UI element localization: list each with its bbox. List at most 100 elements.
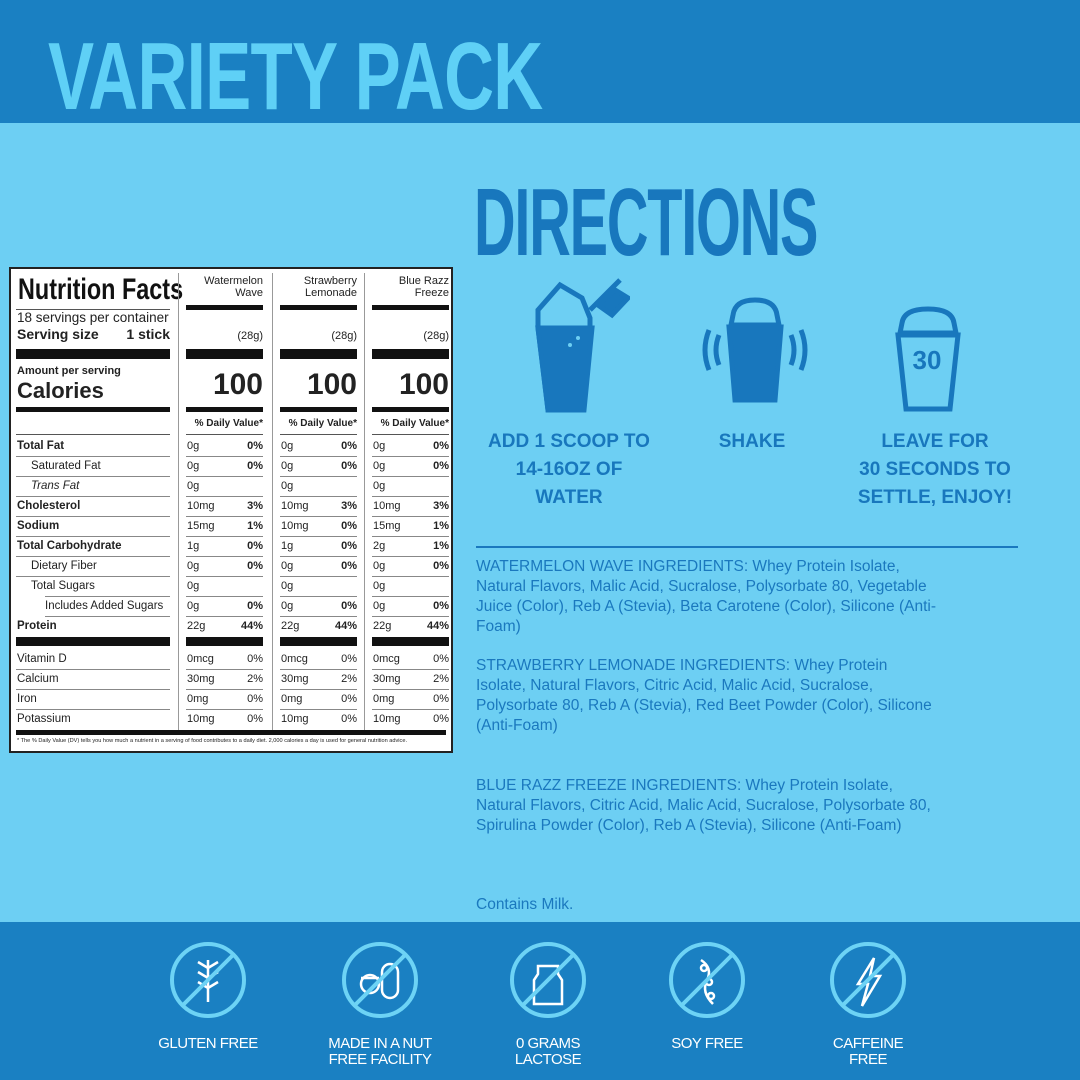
daily-value-footnote: * The % Daily Value (DV) tells you how m… <box>17 738 408 744</box>
nutrient-dv: 0% <box>341 540 357 552</box>
vitamin-label: Vitamin D <box>17 653 67 665</box>
nutrient-amount: 15mg <box>187 520 215 532</box>
nutrient-amount: 0g <box>281 600 294 612</box>
no-gluten-icon <box>170 942 246 1018</box>
nutrient-amount: 2g <box>373 540 386 552</box>
badge-no-gluten: GLUTEN FREE <box>128 940 288 1052</box>
nutrient-dv: 3% <box>341 500 357 512</box>
nutrient-amount: 0g <box>281 560 294 572</box>
badge-no-nut: MADE IN A NUT FREE FACILITY <box>300 940 460 1068</box>
badge-no-lactose: 0 GRAMS LACTOSE <box>468 940 628 1068</box>
daily-value-header: % Daily Value* <box>288 418 357 429</box>
vitamin-amount: 30mg <box>187 673 215 685</box>
badge-label: GLUTEN FREE <box>158 1035 258 1052</box>
shaker-timer-icon <box>895 306 961 412</box>
flavor-name: Watermelon Wave <box>204 275 263 299</box>
nutrient-amount: 10mg <box>187 500 215 512</box>
nutrient-amount: 0g <box>373 440 386 452</box>
badge-no-caffeine: CAFFEINE FREE <box>788 940 948 1068</box>
vitamin-dv: 0% <box>433 713 449 725</box>
no-caffeine-icon <box>830 942 906 1018</box>
vitamin-label: Potassium <box>17 713 71 725</box>
nutrient-amount: 0g <box>281 440 294 452</box>
vitamin-label: Iron <box>17 693 37 705</box>
page-title: VARIETY PACK <box>48 23 543 130</box>
shaking-shaker-icon <box>702 297 808 403</box>
step-2-label: SHAKE <box>718 431 786 452</box>
nutrient-label: Total Sugars <box>31 580 95 592</box>
nutrient-amount: 0g <box>187 460 200 472</box>
serving-weight: (28g) <box>237 330 263 342</box>
nutrient-label: Protein <box>17 620 57 632</box>
no-soy-icon <box>669 942 745 1018</box>
vitamin-amount: 10mg <box>281 713 309 725</box>
nutrient-amount: 0g <box>373 480 386 492</box>
vitamin-label: Calcium <box>17 673 59 685</box>
nutrient-dv: 0% <box>341 460 357 472</box>
nutrient-label: Includes Added Sugars <box>45 600 164 612</box>
nutrient-amount: 22g <box>281 620 300 632</box>
nutrient-label: Sodium <box>17 520 60 532</box>
watermelon-ingredients: WATERMELON WAVE INGREDIENTS: Whey Protei… <box>476 558 937 635</box>
nutrient-dv: 44% <box>426 620 449 632</box>
nutrient-label: Total Fat <box>17 440 65 452</box>
amount-per-serving: Amount per serving <box>17 365 121 377</box>
vitamin-dv: 2% <box>341 673 357 685</box>
vitamin-amount: 30mg <box>281 673 309 685</box>
vitamin-dv: 2% <box>433 673 449 685</box>
header-band <box>0 0 1080 123</box>
calories-label: Calories <box>17 378 104 403</box>
nutrient-dv: 0% <box>247 540 263 552</box>
nutrient-dv: 3% <box>247 500 263 512</box>
nutrient-label: Saturated Fat <box>31 460 101 472</box>
nutrient-dv: 0% <box>247 440 263 452</box>
nutrient-amount: 0g <box>187 560 200 572</box>
vitamin-dv: 0% <box>433 693 449 705</box>
serving-size-value: 1 stick <box>126 326 170 342</box>
nutrient-amount: 0g <box>187 580 200 592</box>
nutrient-label: Cholesterol <box>17 500 81 512</box>
flavor-name: Strawberry Lemonade <box>303 275 357 299</box>
badge-label: CAFFEINE FREE <box>832 1035 904 1068</box>
allergen-statement: Contains Milk. <box>476 896 574 913</box>
nutrition-title: Nutrition Facts <box>18 273 184 306</box>
nutrient-dv: 1% <box>433 520 449 532</box>
vitamin-dv: 0% <box>247 653 263 665</box>
directions-title: DIRECTIONS <box>474 169 818 276</box>
flavor-name: Blue Razz Freeze <box>398 275 449 299</box>
nutrient-dv: 0% <box>433 460 449 472</box>
vitamin-amount: 30mg <box>373 673 401 685</box>
step-1-label: ADD 1 SCOOP TO 14-16OZ OF WATER <box>488 431 650 508</box>
badge-label: 0 GRAMS LACTOSE <box>514 1035 582 1068</box>
divider <box>476 546 1018 548</box>
strawberry-ingredients: STRAWBERRY LEMONADE INGREDIENTS: Whey Pr… <box>476 657 932 734</box>
nutrient-dv: 3% <box>433 500 449 512</box>
step-3-label: LEAVE FOR 30 SECONDS TO SETTLE, ENJOY! <box>857 431 1013 508</box>
nutrient-amount: 0g <box>373 580 386 592</box>
calories-value: 100 <box>306 368 357 401</box>
serving-weight: (28g) <box>423 330 449 342</box>
nutrient-amount: 1g <box>281 540 294 552</box>
daily-value-header: % Daily Value* <box>380 418 449 429</box>
vitamin-dv: 0% <box>341 713 357 725</box>
vitamin-amount: 0mcg <box>373 653 400 665</box>
nutrient-amount: 1g <box>187 540 200 552</box>
nutrient-label: Total Carbohydrate <box>17 540 122 552</box>
nutrient-dv: 0% <box>247 560 263 572</box>
vitamin-amount: 10mg <box>187 713 215 725</box>
servings-per-container: 18 servings per container <box>17 310 169 325</box>
nutrient-amount: 10mg <box>281 500 309 512</box>
nutrient-dv: 0% <box>247 600 263 612</box>
nutrient-amount: 0g <box>187 480 200 492</box>
nutrient-label: Trans Fat <box>31 480 80 492</box>
nutrient-dv: 0% <box>341 560 357 572</box>
nutrient-dv: 44% <box>240 620 263 632</box>
badge-label: SOY FREE <box>671 1035 743 1052</box>
serving-weight: (28g) <box>331 330 357 342</box>
nutrient-amount: 0g <box>373 460 386 472</box>
vitamin-dv: 0% <box>247 713 263 725</box>
vitamin-amount: 0mg <box>373 693 395 705</box>
nutrient-amount: 0g <box>187 600 200 612</box>
nutrient-amount: 10mg <box>373 500 401 512</box>
vitamin-dv: 2% <box>247 673 263 685</box>
